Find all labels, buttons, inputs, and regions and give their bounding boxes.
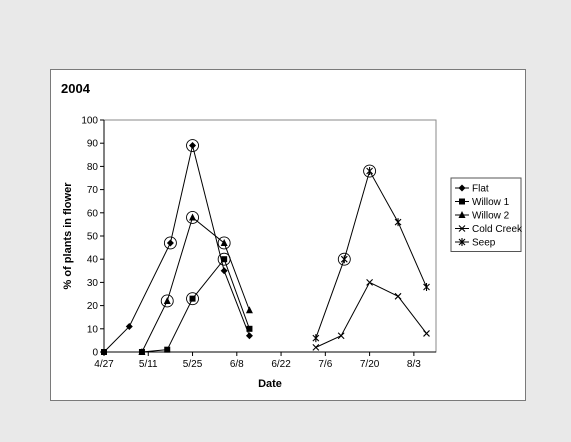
y-tick-label: 40 (87, 255, 99, 266)
data-point-marker (220, 238, 228, 246)
series-line (104, 258, 250, 353)
y-tick-label: 80 (87, 162, 99, 173)
data-point-marker (166, 239, 174, 247)
legend-item: Willow 2 (455, 211, 510, 222)
highlight-circle (186, 139, 199, 152)
data-point-marker (458, 238, 466, 246)
legend: Flat Willow 1 Willow 2 Cold Creek Seep (450, 177, 523, 252)
data-point-marker (245, 332, 253, 340)
data-point-marker (366, 167, 373, 176)
data-point-marker (164, 346, 171, 353)
y-tick-label: 10 (87, 324, 99, 335)
data-point-marker (340, 255, 348, 264)
chart-title: 2004 (61, 81, 91, 96)
legend-label: Willow 2 (472, 211, 510, 222)
data-point-marker (138, 348, 146, 355)
x-axis-ticks: 4/27 5/11 5/25 6/8 6/22 7/6 7/20 8/3 (94, 351, 436, 370)
series-willow-1 (101, 252, 253, 355)
data-point-marker (125, 322, 133, 330)
series-flat (100, 139, 253, 356)
series-seep (312, 164, 430, 343)
y-axis-ticks: 0 10 20 30 40 50 60 70 80 90 100 (81, 116, 105, 359)
data-point-marker (337, 332, 345, 340)
x-tick-label: 8/3 (407, 359, 421, 370)
data-point-marker (101, 349, 107, 355)
y-tick-label: 30 (87, 278, 99, 289)
x-tick-label: 7/6 (318, 359, 332, 370)
chart-frame: 2004 0 10 20 30 40 50 60 70 80 90 100 4/27 5/11 5/25… (50, 69, 526, 401)
highlight-circle (186, 210, 199, 224)
y-tick-label: 50 (87, 232, 99, 243)
y-tick-label: 70 (87, 185, 99, 196)
highlight-circle (363, 164, 377, 178)
x-tick-label: 6/22 (271, 359, 291, 370)
x-tick-label: 4/27 (94, 359, 114, 370)
y-tick-label: 20 (87, 301, 99, 312)
highlight-circle (217, 236, 231, 250)
data-point-marker (458, 211, 466, 218)
plot-border (103, 119, 437, 353)
highlight-circle (337, 252, 351, 266)
x-tick-label: 5/11 (139, 359, 158, 370)
series-layer (100, 139, 430, 356)
legend-label: Cold Creek (472, 224, 523, 235)
data-point-marker (163, 296, 171, 304)
data-point-marker (189, 142, 197, 150)
series-willow-2 (138, 210, 253, 355)
data-point-marker (423, 283, 430, 292)
legend-label: Seep (472, 238, 496, 249)
x-axis-title: Date (258, 378, 282, 390)
data-point-marker (246, 325, 253, 332)
data-point-marker (220, 267, 228, 275)
data-point-marker (312, 343, 320, 351)
highlight-circle (163, 236, 177, 250)
y-tick-label: 0 (92, 348, 98, 359)
legend-item: Willow 1 (455, 197, 510, 208)
x-tick-label: 5/25 (183, 359, 203, 370)
data-point-marker (458, 225, 466, 232)
chart-svg: 2004 0 10 20 30 40 50 60 70 80 90 100 4/27 5/11 5/25… (61, 81, 523, 390)
data-point-marker (189, 213, 197, 221)
legend-item: Cold Creek (455, 224, 523, 235)
data-point-marker (189, 295, 196, 302)
y-tick-label: 100 (81, 116, 98, 127)
x-tick-label: 6/8 (230, 359, 244, 370)
y-axis-title: % of plants in flower (62, 182, 74, 290)
data-point-marker (366, 279, 373, 286)
y-tick-label: 60 (87, 208, 99, 219)
data-point-marker (312, 334, 320, 343)
y-tick-label: 90 (87, 139, 99, 150)
highlight-circle (186, 292, 199, 306)
highlight-circle (160, 294, 174, 308)
data-point-marker (394, 292, 402, 300)
data-point-marker (458, 184, 466, 192)
legend-item: Flat (455, 184, 489, 195)
data-point-marker (394, 218, 402, 227)
data-point-marker (459, 198, 465, 205)
legend-item: Seep (455, 238, 496, 249)
series-cold-creek (312, 279, 430, 351)
data-point-marker (423, 330, 430, 337)
data-point-marker (245, 306, 253, 314)
plot-area (103, 119, 437, 353)
series-line (315, 169, 427, 339)
legend-label: Flat (472, 184, 489, 195)
legend-label: Willow 1 (472, 197, 510, 208)
x-tick-label: 7/20 (360, 359, 380, 370)
series-line (103, 145, 250, 353)
data-point-marker (221, 256, 228, 263)
